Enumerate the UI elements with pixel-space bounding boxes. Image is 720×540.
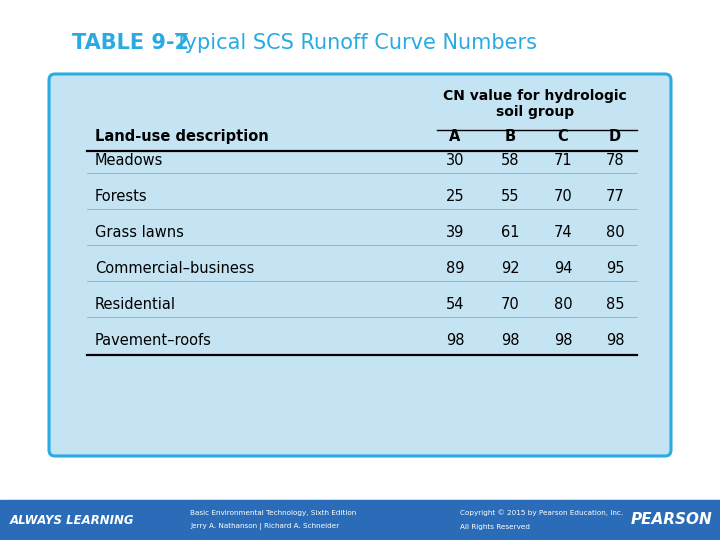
Text: 98: 98 [446,333,464,348]
Text: Basic Environmental Technology, Sixth Edition: Basic Environmental Technology, Sixth Ed… [190,510,356,516]
Text: 98: 98 [606,333,624,348]
Text: ALWAYS LEARNING: ALWAYS LEARNING [10,514,135,526]
Text: Copyright © 2015 by Pearson Education, Inc.: Copyright © 2015 by Pearson Education, I… [460,510,623,516]
FancyBboxPatch shape [49,74,671,456]
Text: 92: 92 [500,261,519,276]
Text: 95: 95 [606,261,624,276]
Text: 30: 30 [446,153,464,168]
Text: 98: 98 [500,333,519,348]
Text: Land-use description: Land-use description [95,129,269,144]
Text: D: D [609,129,621,144]
Text: 98: 98 [554,333,572,348]
Text: Forests: Forests [95,189,148,204]
Text: Meadows: Meadows [95,153,163,168]
Text: Residential: Residential [95,297,176,312]
Text: 85: 85 [606,297,624,312]
Text: 74: 74 [554,225,572,240]
Text: 94: 94 [554,261,572,276]
Text: B: B [505,129,516,144]
Text: Jerry A. Nathanson | Richard A. Schneider: Jerry A. Nathanson | Richard A. Schneide… [190,523,339,530]
Text: Typical SCS Runoff Curve Numbers: Typical SCS Runoff Curve Numbers [175,33,537,53]
Text: Pavement–roofs: Pavement–roofs [95,333,212,348]
Text: 77: 77 [606,189,624,204]
Text: 78: 78 [606,153,624,168]
Text: 54: 54 [446,297,464,312]
Text: PEARSON: PEARSON [630,512,712,528]
Text: All Rights Reserved: All Rights Reserved [460,524,530,530]
Text: 39: 39 [446,225,464,240]
Text: 25: 25 [446,189,464,204]
Text: TABLE 9-2: TABLE 9-2 [72,33,189,53]
Text: A: A [449,129,461,144]
Text: soil group: soil group [496,105,574,119]
Text: Commercial–business: Commercial–business [95,261,254,276]
Text: C: C [557,129,568,144]
Text: 70: 70 [500,297,519,312]
Text: 71: 71 [554,153,572,168]
Text: 89: 89 [446,261,464,276]
Text: Grass lawns: Grass lawns [95,225,184,240]
Text: 70: 70 [554,189,572,204]
Text: 80: 80 [554,297,572,312]
Text: 58: 58 [500,153,519,168]
Text: 61: 61 [500,225,519,240]
Text: CN value for hydrologic: CN value for hydrologic [443,89,627,103]
Text: 55: 55 [500,189,519,204]
Bar [0,500,720,540]
Text: 80: 80 [606,225,624,240]
